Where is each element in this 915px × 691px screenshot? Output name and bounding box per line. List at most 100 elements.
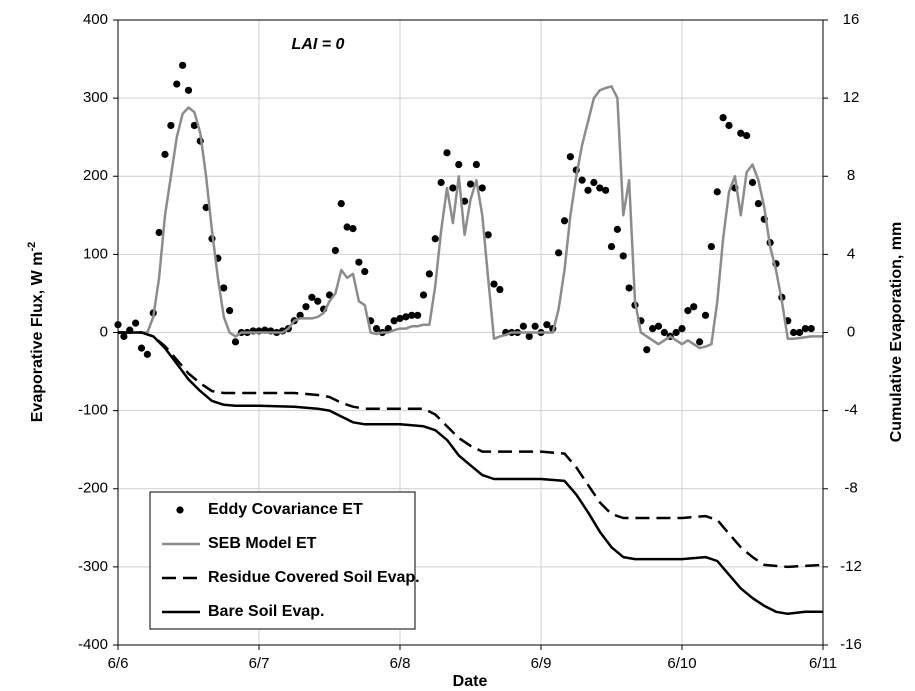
data-point <box>190 121 198 130</box>
data-point <box>372 324 381 333</box>
y-tick-label: 200 <box>83 167 108 184</box>
y-tick-label: -200 <box>78 480 108 497</box>
data-point <box>701 311 710 319</box>
x-tick-label: 6/7 <box>249 655 270 672</box>
data-point <box>143 350 151 358</box>
x-tick-label: 6/11 <box>809 655 837 672</box>
x-tick-label: 6/8 <box>390 655 411 672</box>
data-point <box>602 186 610 194</box>
data-point <box>449 184 457 192</box>
y2-tick-label: -16 <box>840 636 862 653</box>
data-point <box>490 280 498 288</box>
legend-label: SEB Model ET <box>208 535 317 552</box>
x-tick-label: 6/6 <box>108 655 129 672</box>
data-point <box>596 184 604 192</box>
y-axis-title: Evaporative Flux, W m-2 <box>26 242 46 423</box>
data-point <box>443 149 451 157</box>
data-point <box>137 344 146 352</box>
data-point <box>167 121 175 130</box>
data-point <box>419 291 428 299</box>
y-tick-label: 400 <box>83 11 108 28</box>
series-line <box>118 85 823 350</box>
plot-border <box>117 19 824 646</box>
data-point <box>725 121 733 130</box>
y2-tick-label: 12 <box>843 89 860 106</box>
data-point <box>173 80 181 88</box>
x-axis-title: Date <box>453 673 488 690</box>
data-point <box>613 225 621 233</box>
data-point <box>302 303 310 311</box>
grid: -400 -300 -200 -100 0 100 200 300 400 -16 -12 -8 -4 0… <box>78 11 862 672</box>
data-point <box>684 307 692 315</box>
data-point <box>519 322 527 330</box>
data-point <box>754 199 762 208</box>
data-point <box>654 322 663 330</box>
data-point <box>414 311 422 319</box>
data-point <box>743 132 751 140</box>
data-point <box>231 338 240 346</box>
annotation: LAI = 0 <box>292 36 345 53</box>
x-tick-label: 6/9 <box>531 655 552 672</box>
data-point <box>555 249 563 257</box>
data-point <box>713 188 721 196</box>
legend-box <box>149 491 416 630</box>
data-point <box>355 258 363 266</box>
y-axis-title-sup: -2 <box>26 242 38 252</box>
data-point <box>690 303 698 311</box>
y2-axis-title: Cumulative Evaporation, mm <box>888 222 905 443</box>
legend-label: Bare Soil Evap. <box>208 603 325 620</box>
data-point <box>296 311 304 319</box>
data-point <box>331 246 339 255</box>
y-tick-label: 0 <box>100 323 108 340</box>
data-point <box>496 285 504 294</box>
data-point <box>560 217 569 225</box>
data-point <box>578 176 586 184</box>
data-point <box>431 235 439 243</box>
data-point <box>531 322 539 330</box>
data-point <box>179 61 187 69</box>
data-point <box>478 184 486 192</box>
legend: Eddy Covariance ET SEB Model ET Residue Co… <box>149 491 420 630</box>
data-point <box>672 328 680 337</box>
data-point <box>396 314 404 323</box>
data-point <box>619 252 627 260</box>
y2-tick-label: 0 <box>847 323 855 340</box>
data-point <box>437 178 445 187</box>
x-tick-label: 6/10 <box>667 655 696 672</box>
data-point <box>308 293 316 301</box>
y2-tick-label: -8 <box>844 480 857 497</box>
data-point <box>184 86 193 94</box>
data-point <box>790 328 798 337</box>
data-point <box>484 231 492 239</box>
data-point <box>466 180 475 188</box>
y2-tick-label: -12 <box>840 558 862 575</box>
data-point <box>607 242 616 251</box>
data-point <box>660 328 668 337</box>
data-point <box>155 228 163 237</box>
data-point <box>202 203 210 212</box>
data-point <box>566 153 574 161</box>
data-point <box>408 311 416 319</box>
data-point <box>120 332 128 341</box>
data-point <box>625 284 633 292</box>
data-point <box>590 178 598 187</box>
data-point <box>801 324 809 333</box>
data-point <box>472 160 480 169</box>
y-tick-label: 100 <box>83 245 108 262</box>
y2-tick-label: 4 <box>847 245 855 262</box>
data-point <box>543 321 551 329</box>
data-point <box>584 186 592 194</box>
data-point <box>337 199 345 208</box>
y2-tick-label: 8 <box>847 167 855 184</box>
data-point <box>325 291 334 299</box>
data-point <box>737 129 745 137</box>
data-point <box>390 317 398 325</box>
data-point <box>525 332 533 341</box>
data-point <box>748 178 757 187</box>
data-point <box>226 307 234 315</box>
y2-tick-label: 16 <box>843 11 860 28</box>
data-point <box>461 197 469 205</box>
data-point <box>343 223 351 231</box>
